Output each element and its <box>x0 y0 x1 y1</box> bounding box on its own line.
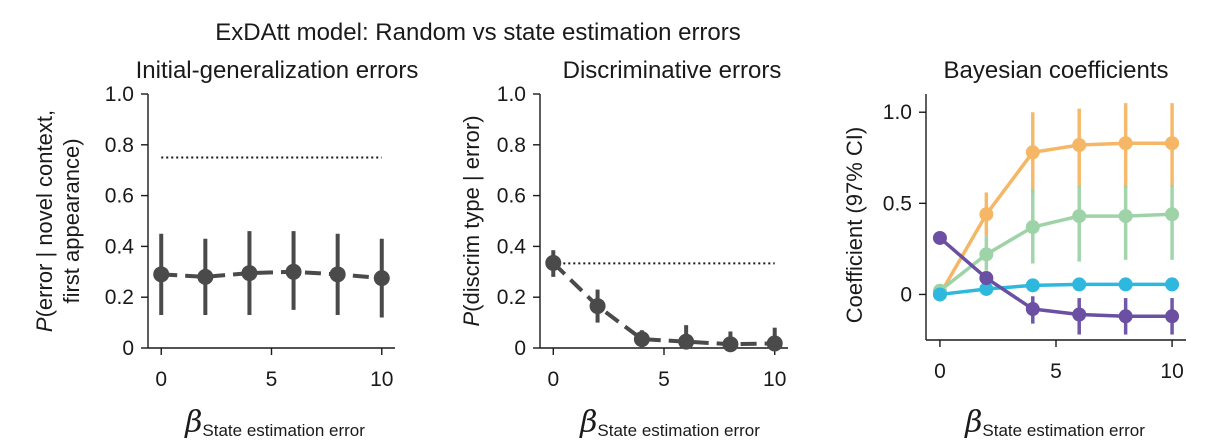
panel-bayesian-coefficients: Bayesian coefficients 0 0.5 1.0 0 5 10 Coeffici… <box>842 57 1186 440</box>
x-tick-label: 5 <box>266 368 278 391</box>
y-tick-label: 0.8 <box>105 134 134 157</box>
data-point <box>1118 209 1133 224</box>
y-tick-label: 0.5 <box>883 192 912 215</box>
data-point <box>1165 207 1180 222</box>
y-tick-label: 0.8 <box>497 134 526 157</box>
y-tick-label: 0 <box>514 337 526 360</box>
data-point <box>1025 145 1040 160</box>
y-axis-label-line1: (discrim type | error) <box>459 115 484 311</box>
data-point <box>589 298 606 315</box>
panel-title: Discriminative errors <box>563 57 782 84</box>
y-axis-label: P(error | novel context,first appearance… <box>32 110 84 332</box>
data-point <box>285 263 302 280</box>
data-point <box>1072 138 1087 153</box>
data-point <box>633 331 650 348</box>
y-tick-label: 1.0 <box>497 83 526 106</box>
x-tick-label: 10 <box>763 368 786 391</box>
x-axis-label-symbol: β <box>579 405 597 440</box>
data-point <box>1072 277 1087 292</box>
data-point <box>979 247 994 262</box>
data-point <box>1118 277 1133 292</box>
chart-panels: Initial-generalization errors 0 0.2 0.4 0.6 0… <box>32 57 1186 440</box>
x-axis-label-symbol: β <box>964 405 982 440</box>
series-line <box>551 261 775 347</box>
y-tick-label: 1.0 <box>883 101 912 124</box>
data-point <box>373 270 390 287</box>
panel-discriminative: Discriminative errors 0 0.2 0.4 0.6 0.8 1.0 0 5 1… <box>459 57 788 440</box>
series-2 <box>932 277 1180 302</box>
y-tick-label: 1.0 <box>105 83 134 106</box>
x-axis-label-subscript: State estimation error <box>597 421 760 440</box>
data-point <box>766 335 783 352</box>
data-point <box>979 207 994 222</box>
series-0 <box>545 250 783 353</box>
series-line <box>939 282 1173 297</box>
data-point <box>1165 277 1180 292</box>
data-point <box>678 333 695 350</box>
x-tick-label: 5 <box>658 368 670 391</box>
data-point <box>1072 209 1087 224</box>
data-point <box>932 230 947 245</box>
data-point <box>1165 309 1180 324</box>
series-line <box>938 141 1173 296</box>
series-0 <box>153 231 390 318</box>
y-axis-label-line1: (error | novel context, <box>32 110 57 317</box>
y-axis-label: P(discrim type | error) <box>459 115 484 326</box>
y-axis-label-line1: Coefficient (97% CI) <box>842 127 867 323</box>
data-point <box>979 271 994 286</box>
x-axis-label-subscript: State estimation error <box>982 421 1145 440</box>
data-point <box>1118 136 1133 151</box>
y-tick-label: 0.6 <box>497 185 526 208</box>
y-tick-label: 0.6 <box>105 185 134 208</box>
x-tick-label: 0 <box>934 360 946 383</box>
y-axis-label: Coefficient (97% CI) <box>842 127 867 323</box>
data-point <box>1072 307 1087 322</box>
data-point <box>241 265 258 282</box>
data-point <box>1165 136 1180 151</box>
x-tick-label: 5 <box>1050 360 1062 383</box>
y-tick-label: 0.2 <box>105 286 134 309</box>
data-point <box>329 266 346 283</box>
data-point <box>722 336 739 353</box>
x-axis-label-subscript: State estimation error <box>202 421 365 440</box>
data-point <box>545 254 562 271</box>
data-point <box>1118 309 1133 324</box>
data-point <box>932 287 947 302</box>
y-tick-label: 0.2 <box>497 286 526 309</box>
series-line <box>938 236 1173 319</box>
x-axis-label-symbol: β <box>184 405 202 440</box>
x-axis-label: βState estimation error <box>184 405 365 440</box>
data-point <box>1025 302 1040 317</box>
data-point <box>153 266 170 283</box>
panel-title: Bayesian coefficients <box>943 57 1168 84</box>
x-axis-label: βState estimation error <box>579 405 760 440</box>
series-0 <box>932 103 1180 302</box>
y-tick-label: 0 <box>900 283 912 306</box>
series-3 <box>932 230 1180 335</box>
figure-title: ExDAtt model: Random vs state estimation… <box>215 19 741 46</box>
x-tick-label: 10 <box>370 368 393 391</box>
panel-initial-generalization: Initial-generalization errors 0 0.2 0.4 0.6 0… <box>32 57 418 440</box>
data-point <box>197 268 214 285</box>
data-point <box>1025 278 1040 293</box>
y-axis-label-prefix: P <box>32 317 57 332</box>
data-point <box>1025 220 1040 235</box>
x-tick-label: 0 <box>155 368 167 391</box>
x-axis-label: βState estimation error <box>964 405 1145 440</box>
series-line <box>938 212 1173 293</box>
series-line <box>161 269 382 281</box>
y-axis-label-line2: first appearance) <box>59 138 84 303</box>
series-1 <box>932 185 1180 298</box>
panel-title: Initial-generalization errors <box>136 57 419 84</box>
y-tick-label: 0 <box>122 337 134 360</box>
y-axis-label-prefix: P <box>459 312 484 327</box>
y-tick-label: 0.4 <box>105 235 135 258</box>
x-tick-label: 10 <box>1160 360 1183 383</box>
data-point <box>979 281 994 296</box>
x-tick-label: 0 <box>547 368 559 391</box>
y-tick-label: 0.4 <box>497 235 527 258</box>
